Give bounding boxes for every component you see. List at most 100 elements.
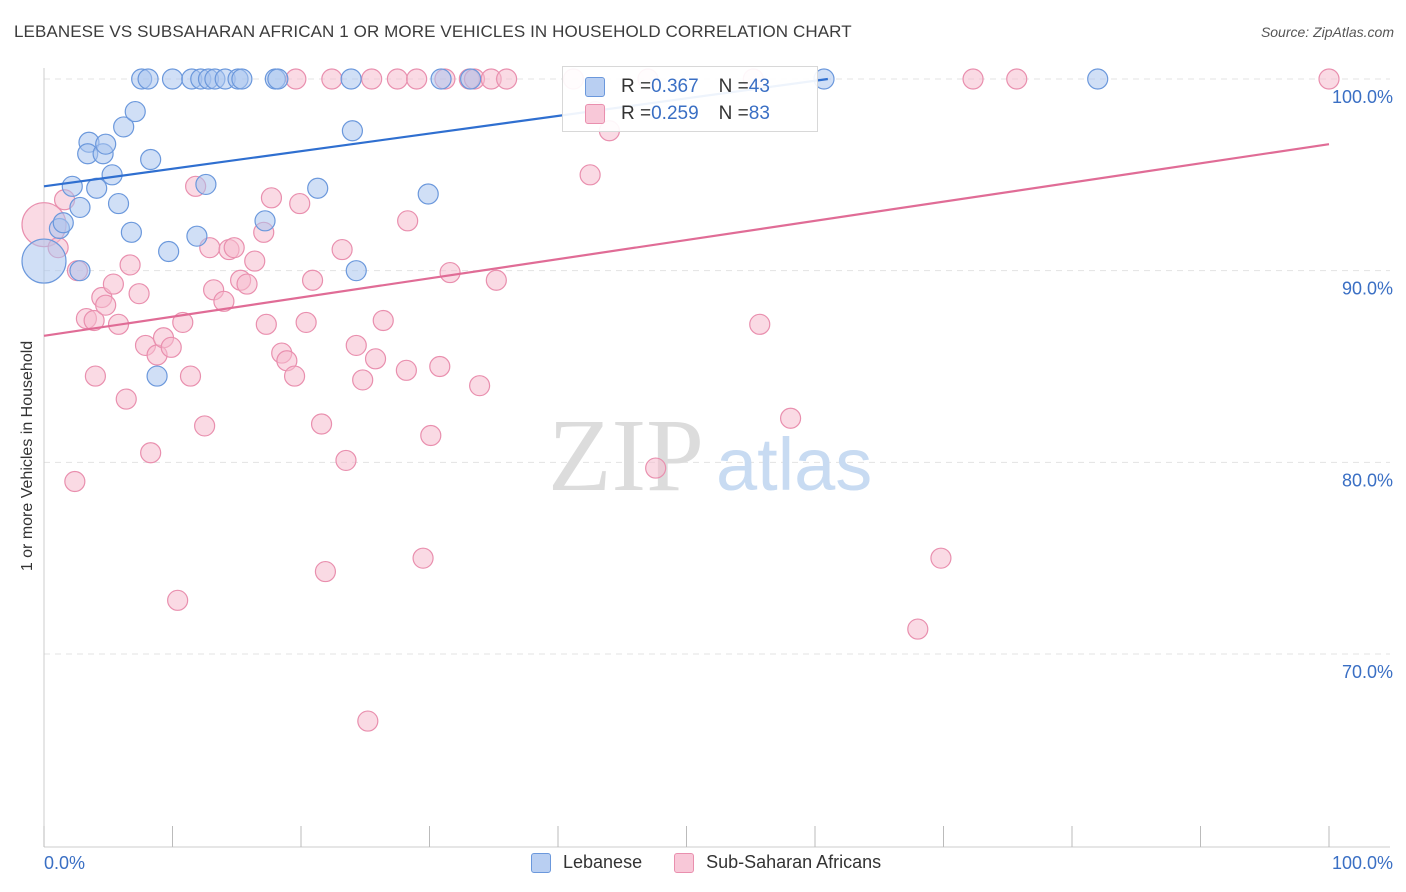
scatter-point	[439, 261, 461, 284]
scatter-point	[146, 365, 168, 387]
y-axis-label: 1 or more Vehicles in Household	[19, 340, 36, 572]
legend-label-lebanese: Lebanese	[563, 852, 643, 872]
scatter-point	[962, 68, 984, 90]
scatter-point	[244, 250, 266, 272]
legend-n-label: N =	[718, 103, 749, 124]
watermark-atlas: atlas	[716, 423, 872, 506]
scatter-point	[417, 183, 439, 205]
scatter-point	[194, 415, 216, 437]
x-tick-label: 100.0%	[1332, 853, 1393, 873]
series-sub-saharan-africans	[21, 68, 1340, 732]
scatter-point	[345, 334, 367, 357]
scatter-point	[255, 313, 277, 335]
legend-n-value: 43	[748, 76, 770, 97]
legend-item-lebanese[interactable]: Lebanese	[531, 852, 642, 873]
scatter-point	[314, 560, 337, 583]
scatter-point	[119, 254, 141, 276]
scatter-point	[69, 260, 91, 282]
tick-labels: 70.0% 80.0% 90.0% 100.0% 0.0% 100.0%	[44, 87, 1393, 873]
scatter-point	[420, 424, 442, 447]
scatter-point	[107, 192, 130, 215]
scatter-point	[1318, 68, 1340, 90]
legend-swatch-sub-saharan	[585, 104, 605, 124]
legend-r-label: R =	[621, 103, 652, 124]
scatter-point	[372, 309, 394, 332]
scatter-point	[186, 225, 208, 247]
scatter-point	[260, 187, 283, 209]
scatter-point	[779, 407, 802, 429]
scatter-point	[128, 283, 150, 305]
watermark: ZIP atlas	[548, 398, 872, 513]
scatter-point	[161, 68, 184, 90]
scatter-point	[1087, 68, 1109, 90]
axes	[43, 68, 1390, 848]
scatter-point	[102, 273, 124, 295]
scatter-point	[21, 238, 67, 284]
scatter-point	[460, 68, 482, 90]
scatter-point	[321, 68, 343, 90]
scatter-point	[113, 116, 135, 138]
scatter-point	[496, 68, 518, 90]
scatter-point	[283, 365, 306, 387]
legend-swatch-sub-saharan	[674, 852, 695, 873]
scatter-point	[285, 68, 307, 90]
scatter-point	[115, 388, 137, 410]
legend-label-sub-saharan: Sub-Saharan Africans	[706, 852, 882, 872]
scatter-point	[429, 355, 451, 378]
trend-line-sub-saharan	[43, 143, 1330, 337]
scatter-point	[930, 547, 952, 569]
scatter-point	[61, 175, 83, 197]
scatter-point	[340, 68, 362, 90]
scatter-point	[179, 365, 202, 387]
scatter-point	[137, 68, 159, 90]
scatter-point	[352, 369, 374, 391]
scatter-point	[301, 269, 324, 291]
series-legend: Lebanese Sub-Saharan Africans	[531, 852, 913, 873]
chart-title: LEBANESE VS SUBSAHARAN AFRICAN 1 OR MORE…	[14, 22, 852, 41]
scatter-point	[52, 212, 74, 234]
scatter-point	[172, 311, 194, 334]
scatter-point	[267, 68, 289, 90]
legend-swatch-lebanese	[585, 77, 605, 97]
scatter-point	[406, 68, 428, 90]
legend-item-sub-saharan[interactable]: Sub-Saharan Africans	[674, 852, 881, 873]
scatter-point	[120, 221, 142, 243]
scatter-point	[310, 413, 333, 435]
y-tick-label: 100.0%	[1332, 87, 1393, 107]
legend-row-lebanese: R = 0.367 N = 43	[585, 75, 770, 99]
scatter-point	[140, 442, 162, 464]
legend-r-value: 0.259	[651, 103, 699, 124]
scatter-point	[213, 290, 235, 312]
legend-r-value: 0.367	[651, 76, 699, 97]
source-label: Source: ZipAtlas.com	[1260, 24, 1394, 40]
scatter-point	[485, 269, 507, 291]
scatter-point	[397, 210, 419, 232]
scatter-point	[140, 148, 162, 171]
legend-row-sub-saharan: R = 0.259 N = 83	[585, 102, 770, 126]
scatter-point	[307, 177, 329, 199]
scatter-point	[361, 68, 383, 90]
scatter-point	[236, 273, 258, 295]
scatter-point	[469, 375, 491, 397]
scatter-point	[357, 710, 379, 732]
scatter-point	[231, 68, 253, 90]
y-tick-label: 90.0%	[1342, 279, 1393, 299]
scatter-point	[907, 618, 929, 640]
scatter-point	[195, 173, 217, 196]
scatter-point	[579, 164, 601, 186]
scatter-point	[69, 196, 91, 219]
scatter-point	[64, 470, 86, 493]
scatter-point	[335, 449, 357, 472]
scatter-point	[254, 210, 276, 232]
scatter-point	[95, 294, 117, 316]
legend-n-label: N =	[718, 76, 749, 97]
scatter-point	[289, 192, 311, 215]
scatter-point	[395, 359, 417, 381]
watermark-zip: ZIP	[548, 398, 704, 513]
scatter-point	[331, 238, 353, 261]
scatter-point	[645, 457, 667, 479]
scatter-point	[160, 336, 182, 358]
legend-swatch-lebanese	[531, 852, 551, 873]
scatter-point	[124, 100, 146, 123]
